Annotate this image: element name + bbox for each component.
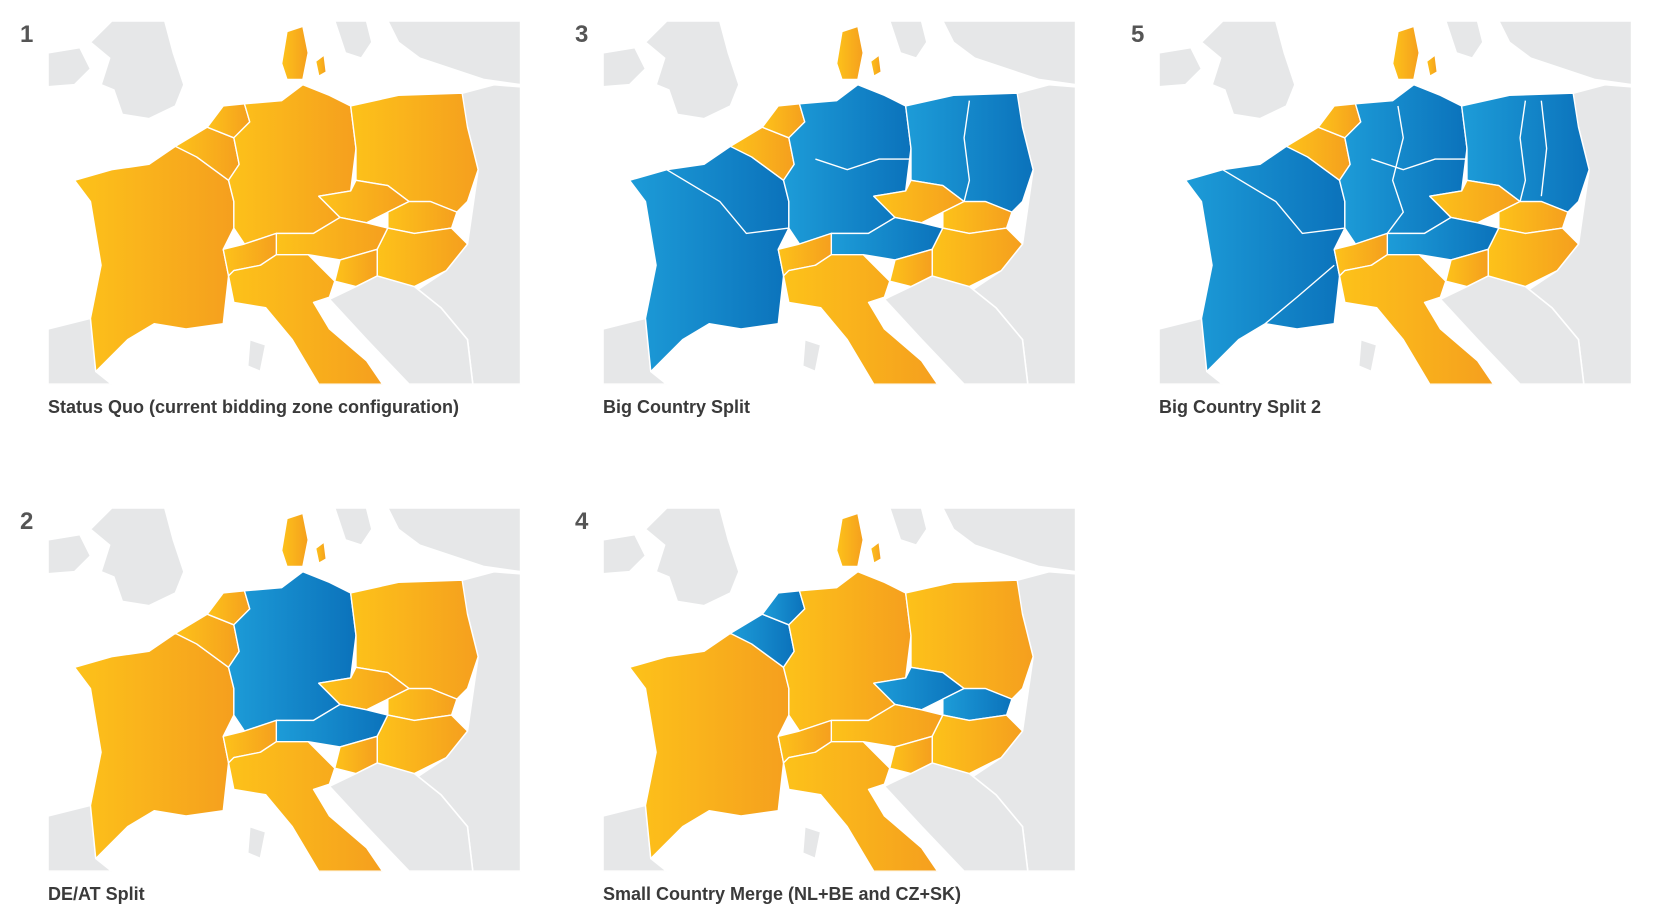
- map: [48, 508, 521, 872]
- land: [1444, 21, 1484, 60]
- bidding-zone: [1445, 248, 1489, 288]
- land: [941, 21, 1076, 86]
- bidding-zone: [1425, 54, 1438, 77]
- bidding-zone: [314, 541, 327, 564]
- panel-number: 3: [575, 21, 588, 48]
- panel: 1 Status Quo (current bidding zone config…: [20, 21, 521, 417]
- land: [888, 508, 928, 547]
- panel-number: 2: [20, 508, 33, 535]
- land: [246, 825, 267, 860]
- panel: 4 Small Country Merge (NL+BE and CZ+SK): [575, 508, 1076, 904]
- map: [603, 508, 1076, 872]
- bidding-zone: [280, 25, 309, 81]
- bidding-zone: [869, 541, 882, 564]
- zone-border: [1264, 264, 1335, 325]
- zone-border: [1222, 169, 1345, 235]
- land: [386, 21, 521, 86]
- bidding-zone: [835, 512, 864, 568]
- land: [801, 825, 822, 860]
- zone-border: [1540, 100, 1548, 197]
- land: [888, 21, 928, 60]
- land: [386, 508, 521, 573]
- land: [1497, 21, 1632, 86]
- land: [333, 508, 373, 547]
- bidding-zone: [782, 253, 939, 385]
- zone-border: [963, 100, 971, 202]
- bidding-zone: [227, 253, 384, 385]
- land: [1159, 317, 1224, 385]
- map: [1159, 21, 1632, 385]
- land: [603, 317, 668, 385]
- panel-caption: Big Country Split: [603, 397, 750, 417]
- land: [48, 317, 113, 385]
- panel-number: 5: [1131, 21, 1144, 48]
- land: [603, 46, 647, 88]
- land: [1200, 21, 1296, 120]
- panel-number: 1: [20, 21, 33, 48]
- panel: 2 DE/AT Split: [20, 508, 521, 904]
- land: [48, 533, 92, 575]
- land: [48, 46, 92, 88]
- land: [603, 533, 647, 575]
- bidding-zone: [782, 740, 939, 872]
- bidding-zone: [1338, 253, 1495, 385]
- zone-border: [815, 158, 911, 171]
- land: [801, 338, 822, 373]
- panel-caption: DE/AT Split: [48, 884, 145, 904]
- bidding-zone: [869, 54, 882, 77]
- zone-border: [1386, 105, 1405, 234]
- land: [333, 21, 373, 60]
- bidding-zone: [835, 25, 864, 81]
- bidding-zone: [227, 740, 384, 872]
- bidding-zone: [314, 54, 327, 77]
- panel-number: 4: [575, 508, 589, 535]
- land: [1159, 46, 1203, 88]
- bidding-zone: [280, 512, 309, 568]
- panel-caption: Small Country Merge (NL+BE and CZ+SK): [603, 884, 961, 904]
- land: [941, 508, 1076, 573]
- zone-border: [666, 169, 789, 235]
- land: [644, 508, 740, 607]
- land: [246, 338, 267, 373]
- land: [89, 508, 185, 607]
- map: [603, 21, 1076, 385]
- land: [48, 804, 113, 872]
- panel-caption: Status Quo (current bidding zone configu…: [48, 397, 459, 417]
- land: [1357, 338, 1378, 373]
- land: [603, 804, 668, 872]
- map: [48, 21, 521, 385]
- panel: 3 Big Country Split: [575, 21, 1076, 417]
- land: [89, 21, 185, 120]
- bidding-zone: [334, 735, 378, 775]
- panel-caption: Big Country Split 2: [1159, 397, 1321, 417]
- zone-border: [1371, 158, 1467, 171]
- panel: 5 Big Country Split 2: [1131, 21, 1632, 417]
- bidding-zone: [334, 248, 378, 288]
- bidding-zone: [1391, 25, 1420, 81]
- zone-border: [1519, 100, 1527, 202]
- bidding-zone: [889, 248, 933, 288]
- land: [644, 21, 740, 120]
- bidding-zone: [889, 735, 933, 775]
